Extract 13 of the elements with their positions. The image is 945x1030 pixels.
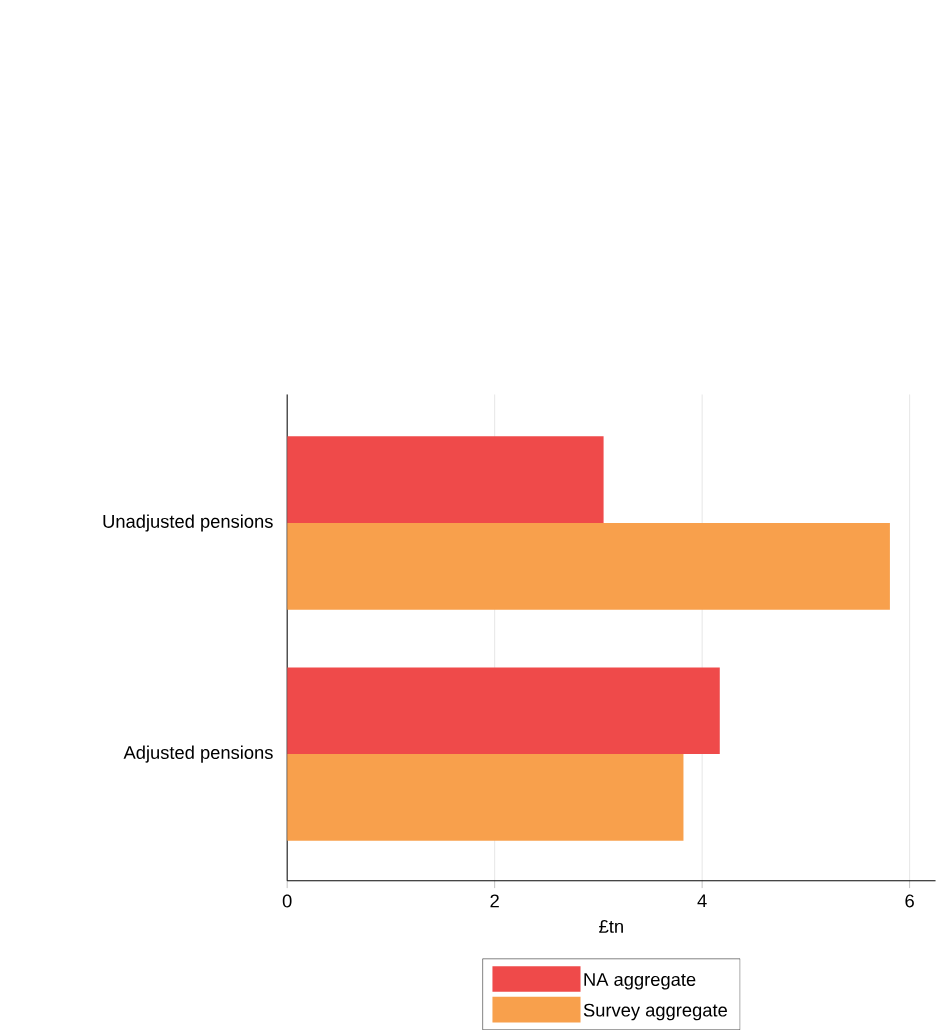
legend-label: Survey aggregate	[583, 1003, 727, 1021]
x-tick-label: 0	[282, 894, 292, 908]
x-tick-label: 6	[905, 894, 914, 908]
bar	[287, 522, 890, 610]
bar	[287, 436, 604, 523]
x-axis-title: £tn	[599, 919, 623, 933]
x-tick-label: 2	[490, 894, 499, 908]
bar	[287, 754, 684, 841]
x-tick-label: 4	[697, 894, 707, 908]
legend-label: NA aggregate	[584, 973, 696, 990]
y-tick-label: Adjusted pensions	[123, 745, 273, 763]
bar	[287, 667, 720, 755]
y-tick-label: Unadjusted pensions	[103, 514, 273, 532]
